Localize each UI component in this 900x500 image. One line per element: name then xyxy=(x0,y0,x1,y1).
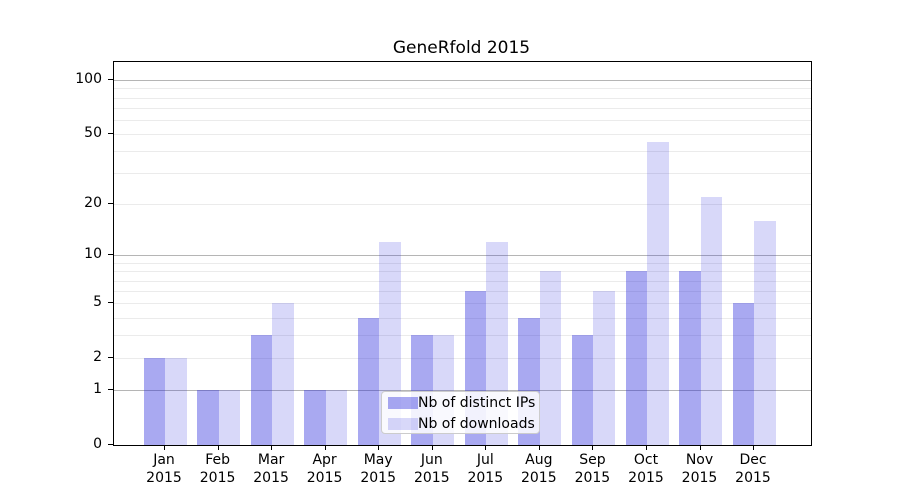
legend: Nb of distinct IPs Nb of downloads xyxy=(381,391,540,434)
gridline-minor xyxy=(114,271,811,273)
x-tick-mark xyxy=(538,445,540,450)
gridline-major xyxy=(114,255,811,257)
bar-downloads xyxy=(754,220,776,445)
x-tick-mark xyxy=(164,445,165,450)
chart-title: GeneRfold 2015 xyxy=(392,38,531,58)
x-tick-mark xyxy=(271,445,273,450)
y-tick-label: 2 xyxy=(93,349,102,366)
bar-distinct-ips xyxy=(143,358,165,445)
x-tick-mark xyxy=(378,445,380,450)
y-tick-mark xyxy=(108,133,113,135)
x-tick-mark xyxy=(324,445,326,450)
x-tick-label: May 2015 xyxy=(360,452,396,486)
x-tick-label: Aug 2015 xyxy=(520,452,557,486)
x-tick-label: Jan 2015 xyxy=(146,452,182,486)
y-tick-label: 0 xyxy=(93,436,102,452)
x-tick-label: Apr 2015 xyxy=(306,452,343,486)
x-tick-label: Jul 2015 xyxy=(467,452,504,486)
bar-downloads xyxy=(539,271,562,445)
x-tick-label: Oct 2015 xyxy=(628,452,664,486)
gridline-minor xyxy=(114,97,811,99)
legend-item-distinct-ips: Nb of distinct IPs xyxy=(382,393,539,413)
x-tick-mark xyxy=(646,445,647,450)
gridline-minor xyxy=(114,151,811,153)
legend-label-distinct-ips: Nb of distinct IPs xyxy=(418,395,536,411)
gridline-minor xyxy=(114,204,811,206)
y-tick-label: 5 xyxy=(93,294,102,311)
gridline-minor xyxy=(114,317,811,319)
gridline-minor xyxy=(114,134,811,136)
y-tick-label: 20 xyxy=(84,195,102,212)
bar-downloads xyxy=(700,197,722,445)
gridline-minor xyxy=(114,280,811,282)
y-tick-mark xyxy=(108,302,113,304)
gridline-minor xyxy=(114,88,811,90)
y-tick-mark xyxy=(108,389,113,391)
gridline-minor xyxy=(114,358,811,360)
x-tick-mark xyxy=(592,445,594,450)
bar-downloads xyxy=(218,390,240,445)
y-tick-mark xyxy=(108,357,113,359)
y-tick-label: 50 xyxy=(84,125,102,142)
legend-item-downloads: Nb of downloads xyxy=(382,414,539,434)
gridline-minor xyxy=(114,107,811,109)
bar-distinct-ips xyxy=(357,317,380,445)
bar-distinct-ips xyxy=(304,390,326,445)
gridline-minor xyxy=(114,335,811,337)
x-tick-mark xyxy=(753,445,754,450)
bar-distinct-ips xyxy=(571,335,594,445)
gridline-minor xyxy=(114,262,811,264)
bar-distinct-ips xyxy=(250,335,273,445)
x-tick-mark xyxy=(431,445,433,450)
plot-area xyxy=(113,61,812,446)
gridline-major xyxy=(114,390,811,392)
x-tick-mark xyxy=(217,445,219,450)
bar-distinct-ips xyxy=(732,303,754,445)
bar-distinct-ips xyxy=(197,390,219,445)
y-tick-label: 1 xyxy=(93,381,102,398)
y-tick-mark xyxy=(108,254,113,256)
legend-label-downloads: Nb of downloads xyxy=(418,416,535,432)
x-tick-mark xyxy=(485,445,487,450)
x-tick-mark xyxy=(699,445,701,450)
gridline-major xyxy=(114,80,811,81)
gridline-minor xyxy=(114,119,811,121)
legend-swatch-downloads xyxy=(388,418,418,430)
bar-downloads xyxy=(647,142,669,445)
x-tick-label: Mar 2015 xyxy=(253,452,289,486)
x-tick-label: Feb 2015 xyxy=(199,452,236,486)
bar-distinct-ips xyxy=(625,271,647,445)
gridline-minor xyxy=(114,173,811,175)
x-tick-label: Nov 2015 xyxy=(681,452,718,486)
y-tick-mark xyxy=(108,79,113,80)
x-tick-label: Jun 2015 xyxy=(413,452,450,486)
bar-downloads xyxy=(272,303,294,445)
y-tick-mark xyxy=(108,444,113,445)
bar-downloads xyxy=(593,291,615,445)
x-tick-label: Sep 2015 xyxy=(574,452,611,486)
bar-downloads xyxy=(325,390,348,445)
bar-downloads xyxy=(165,358,187,445)
bar-distinct-ips xyxy=(679,271,701,445)
gridline-minor xyxy=(114,291,811,293)
y-tick-label: 10 xyxy=(84,246,102,263)
x-tick-label: Dec 2015 xyxy=(735,452,771,486)
y-tick-mark xyxy=(108,203,113,205)
gridline-minor xyxy=(114,303,811,305)
y-tick-label: 100 xyxy=(75,71,102,87)
legend-swatch-distinct-ips xyxy=(388,397,418,409)
